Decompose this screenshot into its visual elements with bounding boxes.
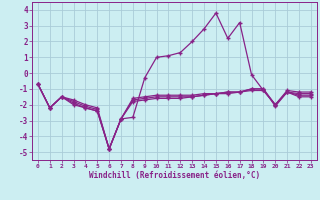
X-axis label: Windchill (Refroidissement éolien,°C): Windchill (Refroidissement éolien,°C) [89, 171, 260, 180]
